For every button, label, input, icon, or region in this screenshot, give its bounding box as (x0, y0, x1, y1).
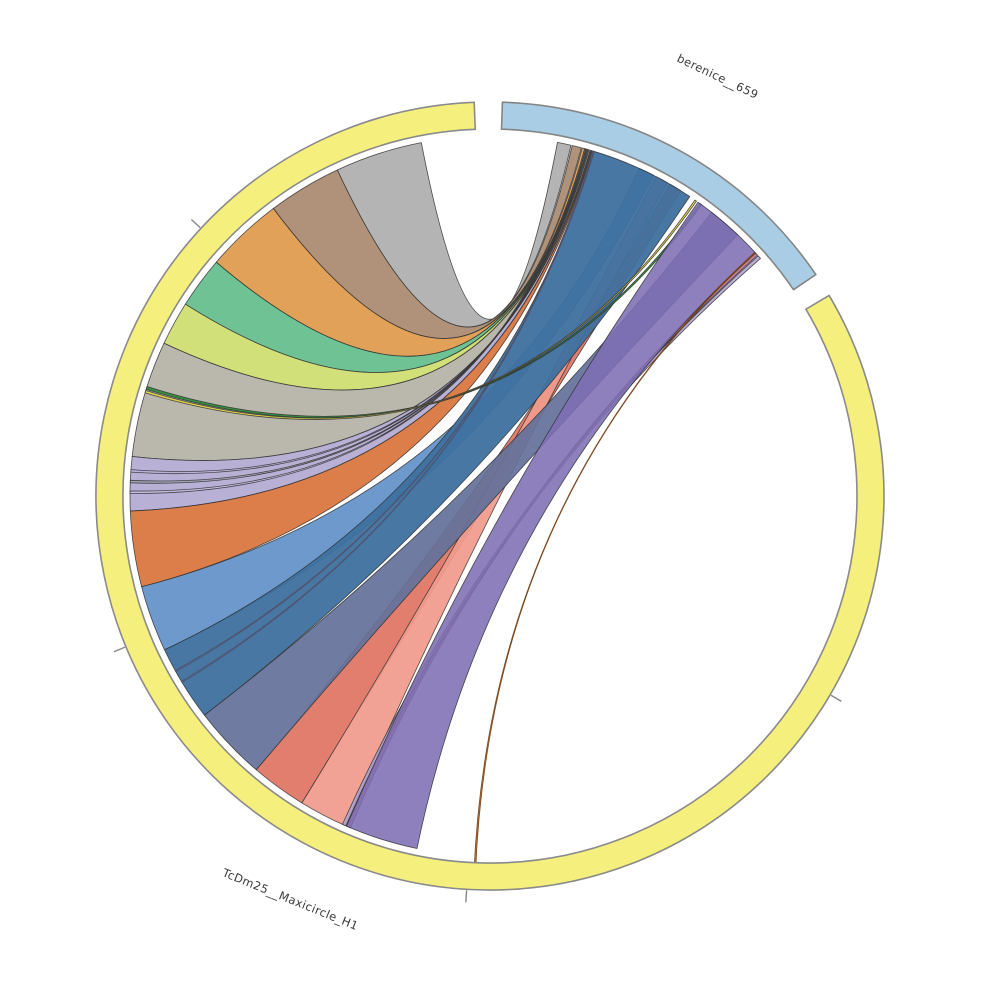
ribbon-orange-thin (473, 251, 756, 876)
ribbon-bigblue (164, 150, 691, 716)
label-berenice-contig: berenice__659 (675, 51, 761, 102)
axis-tick-3 (830, 694, 842, 702)
ribbon-layer (129, 141, 761, 876)
ribbon-dark-line-2 (180, 150, 594, 683)
ribbon-yellow-thin (144, 199, 697, 420)
axis-tick-0 (190, 218, 201, 229)
ribbon-strip-lavender-1 (130, 149, 590, 475)
sequence-ring-layer (95, 101, 885, 891)
ribbon-strip-lavender-2 (129, 148, 586, 494)
sequence-arc-maxicircle (95, 101, 885, 891)
ribbon-dark-line-1 (174, 150, 595, 673)
sequence-arc-berenice-contig (500, 101, 817, 291)
axis-tick-1 (113, 646, 126, 653)
ribbon-strip-gray (129, 148, 588, 484)
tick-layer (113, 218, 842, 903)
label-maxicircle: TcDm25__Maxicircle_H1 (220, 865, 361, 933)
axis-tick-2 (465, 890, 468, 903)
